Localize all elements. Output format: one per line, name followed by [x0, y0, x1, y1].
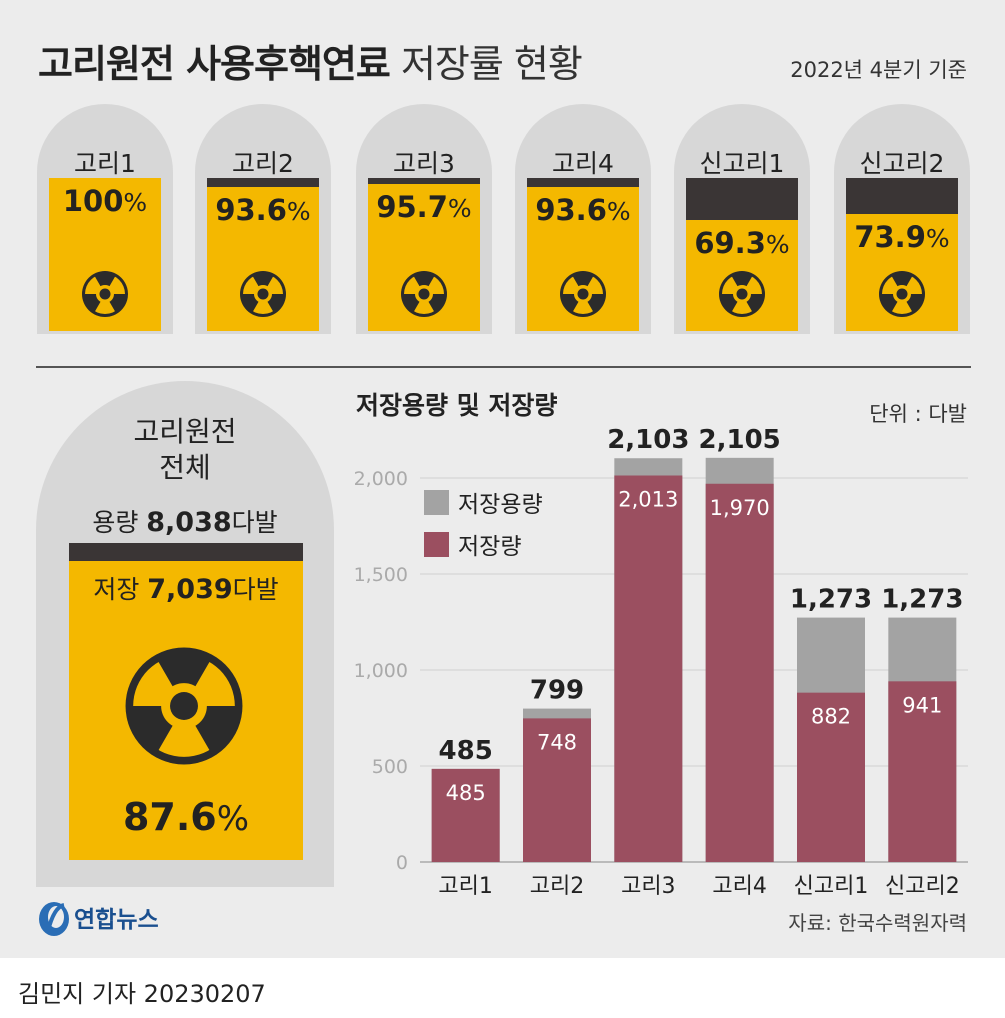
- capacity-label: 1,273: [790, 585, 872, 615]
- source: 자료: 한국수력원자력: [788, 911, 967, 935]
- storage-bar: [705, 483, 774, 862]
- plant-card: 고리4 93.6%: [515, 104, 651, 334]
- storage-label: 1,970: [710, 496, 770, 520]
- plant-card: 고리1 100%: [37, 104, 173, 334]
- title-bold: 고리원전 사용후핵연료: [38, 42, 391, 86]
- x-tick-label: 신고리2: [885, 874, 960, 899]
- radiation-icon: [879, 271, 925, 317]
- legend-swatch-storage: [424, 532, 449, 557]
- total-name: 고리원전 전체: [133, 415, 237, 484]
- chart-title: 저장용량 및 저장량: [356, 391, 558, 420]
- empty-bar: [207, 178, 319, 187]
- legend-label-capacity: 저장용량: [458, 492, 543, 518]
- storage-label: 2,013: [618, 488, 678, 512]
- capacity-label: 1,273: [881, 585, 963, 615]
- plant-name: 신고리2: [859, 149, 945, 178]
- radiation-icon: [719, 271, 765, 317]
- plant-rate: 100%: [62, 184, 148, 218]
- storage-label: 941: [902, 693, 942, 717]
- unit-label: 단위 : 다발: [869, 402, 967, 426]
- reporter-credit: 김민지 기자 20230207: [18, 980, 266, 1008]
- radiation-icon: [240, 271, 286, 317]
- plant-rate: 73.9%: [854, 220, 950, 254]
- yonhap-logo: 연합뉴스: [34, 897, 184, 943]
- storage-label: 485: [446, 781, 486, 805]
- plant-card: 고리2 93.6%: [195, 104, 331, 334]
- total-empty-bar: [69, 543, 303, 561]
- plant-tank: 95.7%: [368, 178, 480, 331]
- y-tick-label: 0: [396, 852, 408, 874]
- storage-bar: [614, 475, 683, 862]
- y-tick-label: 2,000: [354, 468, 408, 490]
- plant-tank: 69.3%: [686, 178, 798, 331]
- empty-bar: [527, 178, 639, 187]
- radiation-icon: [401, 271, 447, 317]
- plant-rate: 69.3%: [694, 226, 790, 260]
- radiation-icon: [82, 271, 128, 317]
- x-tick-label: 고리2: [530, 874, 584, 899]
- empty-bar: [686, 178, 798, 220]
- radiation-icon: [125, 647, 243, 765]
- plant-name: 고리1: [74, 149, 136, 178]
- storage-bar: [797, 692, 865, 862]
- x-tick-label: 고리1: [438, 874, 492, 899]
- y-tick-label: 1,000: [354, 660, 408, 682]
- legend-label-storage: 저장량: [458, 534, 521, 560]
- total-rate: 87.6%: [122, 795, 250, 839]
- plant-tank: 100%: [49, 178, 161, 331]
- page-title: 고리원전 사용후핵연료 저장률 현황: [38, 33, 583, 88]
- plant-name: 신고리1: [699, 149, 785, 178]
- section-divider: [36, 366, 971, 368]
- plant-name: 고리3: [393, 149, 455, 178]
- plant-tank: 93.6%: [527, 178, 639, 331]
- storage-label: 748: [537, 730, 577, 754]
- plant-name: 고리4: [552, 149, 614, 178]
- storage-label: 882: [811, 705, 851, 729]
- plant-card: 신고리2 73.9%: [834, 104, 970, 334]
- title-normal: 저장률 현황: [400, 42, 583, 86]
- plant-name: 고리2: [232, 149, 294, 178]
- y-tick-label: 500: [372, 756, 408, 778]
- legend-swatch-capacity: [424, 490, 449, 515]
- x-tick-label: 고리3: [621, 874, 675, 899]
- plant-tank: 73.9%: [846, 178, 958, 331]
- plant-rate: 93.6%: [215, 193, 311, 227]
- plant-tank: 93.6%: [207, 178, 319, 331]
- x-tick-label: 신고리1: [794, 874, 869, 899]
- empty-bar: [368, 178, 480, 184]
- plant-rate: 93.6%: [535, 193, 631, 227]
- radiation-icon: [560, 271, 606, 317]
- plant-card: 고리3 95.7%: [356, 104, 492, 334]
- capacity-label: 2,103: [607, 425, 689, 455]
- storage-bar: [523, 718, 591, 862]
- plant-card: 신고리1 69.3%: [674, 104, 810, 334]
- bar-chart: 0 500 1,000 1,500 2,000 485 485 고리1 799 748 고리2 2,1…: [354, 425, 968, 899]
- storage-bar: [431, 768, 500, 862]
- storage-bar: [888, 681, 957, 862]
- total-storage: 저장 7,039다발: [93, 574, 279, 605]
- basis-date: 2022년 4분기 기준: [790, 58, 967, 82]
- plant-rate: 95.7%: [376, 190, 472, 224]
- capacity-label: 799: [530, 676, 584, 706]
- logo-text: 연합뉴스: [74, 907, 159, 933]
- y-tick-label: 1,500: [354, 564, 408, 586]
- capacity-label: 485: [439, 736, 493, 766]
- total-capacity: 용량 8,038다발: [92, 507, 278, 538]
- empty-bar: [846, 178, 958, 214]
- x-tick-label: 고리4: [712, 874, 766, 899]
- capacity-label: 2,105: [699, 425, 781, 455]
